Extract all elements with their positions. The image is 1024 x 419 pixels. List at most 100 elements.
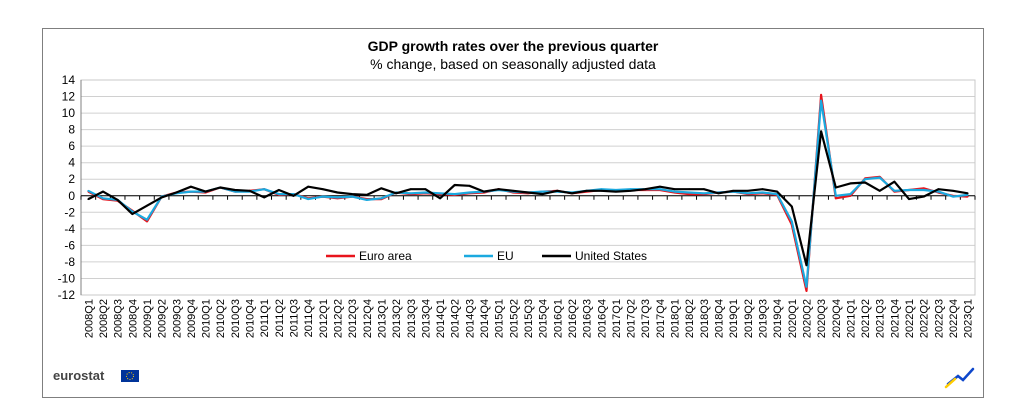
data-point [278,193,280,196]
data-point [87,189,90,192]
y-tick-label: 0 [68,189,75,203]
data-point [409,188,412,191]
x-tick-label: 2013Q1 [376,299,388,338]
x-tick-label: 2012Q4 [362,299,374,338]
data-point [102,197,104,200]
x-tick-label: 2013Q2 [391,299,403,338]
data-point [278,189,280,191]
data-point [102,190,104,193]
x-tick-label: 2009Q4 [186,299,198,338]
data-point [292,194,295,197]
x-tick-label: 2014Q2 [450,299,462,338]
data-point [761,191,764,194]
x-tick-label: 2011Q4 [303,299,315,337]
x-tick-label: 2018Q3 [699,299,711,338]
legend-label-euro-area: Euro area [359,249,412,263]
x-tick-label: 2017Q3 [640,299,652,338]
data-point [629,189,632,192]
x-axis: 2008Q1 2008Q2 2008Q3 2008Q4 2009Q1 2009Q2 2009… [80,195,976,338]
x-tick-label: 2023Q1 [963,299,975,338]
x-tick-label: 2019Q2 [743,299,755,338]
data-point [424,188,427,191]
x-tick-label: 2014Q3 [464,299,476,338]
eurostat-swoosh-icon [944,367,975,389]
x-tick-label: 2010Q3 [230,299,242,338]
y-tick-label: 14 [62,73,76,87]
data-point [439,192,441,195]
x-tick-label: 2014Q4 [479,299,491,338]
data-point [834,194,837,197]
data-point [776,190,778,193]
x-tick-label: 2019Q3 [757,299,769,338]
data-point [380,187,383,190]
data-point [468,184,471,187]
data-point [321,188,324,191]
x-tick-label: 2022Q1 [904,299,916,338]
x-tick-label: 2016Q2 [567,299,579,338]
data-point [615,189,617,191]
data-point [234,190,236,193]
data-point [365,199,368,201]
data-point [527,191,529,194]
x-tick-label: 2021Q4 [889,299,901,338]
data-point [746,192,749,195]
data-point [805,290,808,292]
data-point [922,187,925,190]
y-tick-label: -6 [64,238,75,252]
data-point [761,188,764,191]
x-tick-label: 2015Q2 [508,299,520,338]
x-tick-label: 2018Q1 [670,299,682,338]
x-tick-label: 2013Q4 [420,299,432,338]
data-point [834,197,837,200]
x-tick-label: 2017Q4 [655,299,667,338]
data-point [234,189,236,191]
x-tick-label: 2017Q2 [626,299,638,338]
data-point [644,188,647,191]
data-point [248,189,251,192]
plot-area [80,79,976,296]
y-tick-label: 6 [68,139,75,153]
x-tick-label: 2010Q1 [201,299,213,338]
data-point [263,196,266,199]
data-point [805,285,808,288]
data-point [820,99,822,102]
data-point [922,195,925,198]
x-tick-label: 2019Q1 [728,299,740,338]
x-tick-label: 2010Q4 [245,299,257,338]
y-tick-label: 2 [68,172,75,186]
data-point [732,189,735,192]
data-point [952,195,954,198]
data-point [307,198,310,201]
y-tick-label: 10 [62,106,76,120]
data-point [365,194,368,196]
data-point [864,178,866,181]
x-tick-label: 2022Q2 [919,299,931,338]
eurostat-logo: eurostat [53,368,139,383]
y-tick-label: -8 [64,255,75,269]
x-tick-label: 2015Q1 [494,299,506,338]
data-point [409,192,412,195]
x-tick-label: 2016Q3 [582,299,594,338]
gridlines [80,79,976,296]
x-tick-label: 2022Q4 [948,299,960,338]
data-point [146,218,148,221]
flag-stars-icon [126,372,134,380]
data-point [688,188,691,191]
data-point [878,176,881,179]
data-point [146,220,148,223]
data-point [600,188,603,191]
data-point [468,191,471,194]
data-point [703,192,705,195]
data-point [966,195,969,198]
y-tick-label: -2 [64,205,75,219]
x-tick-label: 2009Q1 [142,299,154,338]
x-tick-label: 2014Q1 [435,299,447,338]
data-point [116,199,119,201]
data-point [453,184,456,186]
line-chart: GDP growth rates over the previous quart… [53,38,976,389]
data-point [849,194,852,197]
data-point [688,193,691,196]
data-point [820,130,822,133]
data-point [160,196,163,199]
data-point [834,186,837,189]
